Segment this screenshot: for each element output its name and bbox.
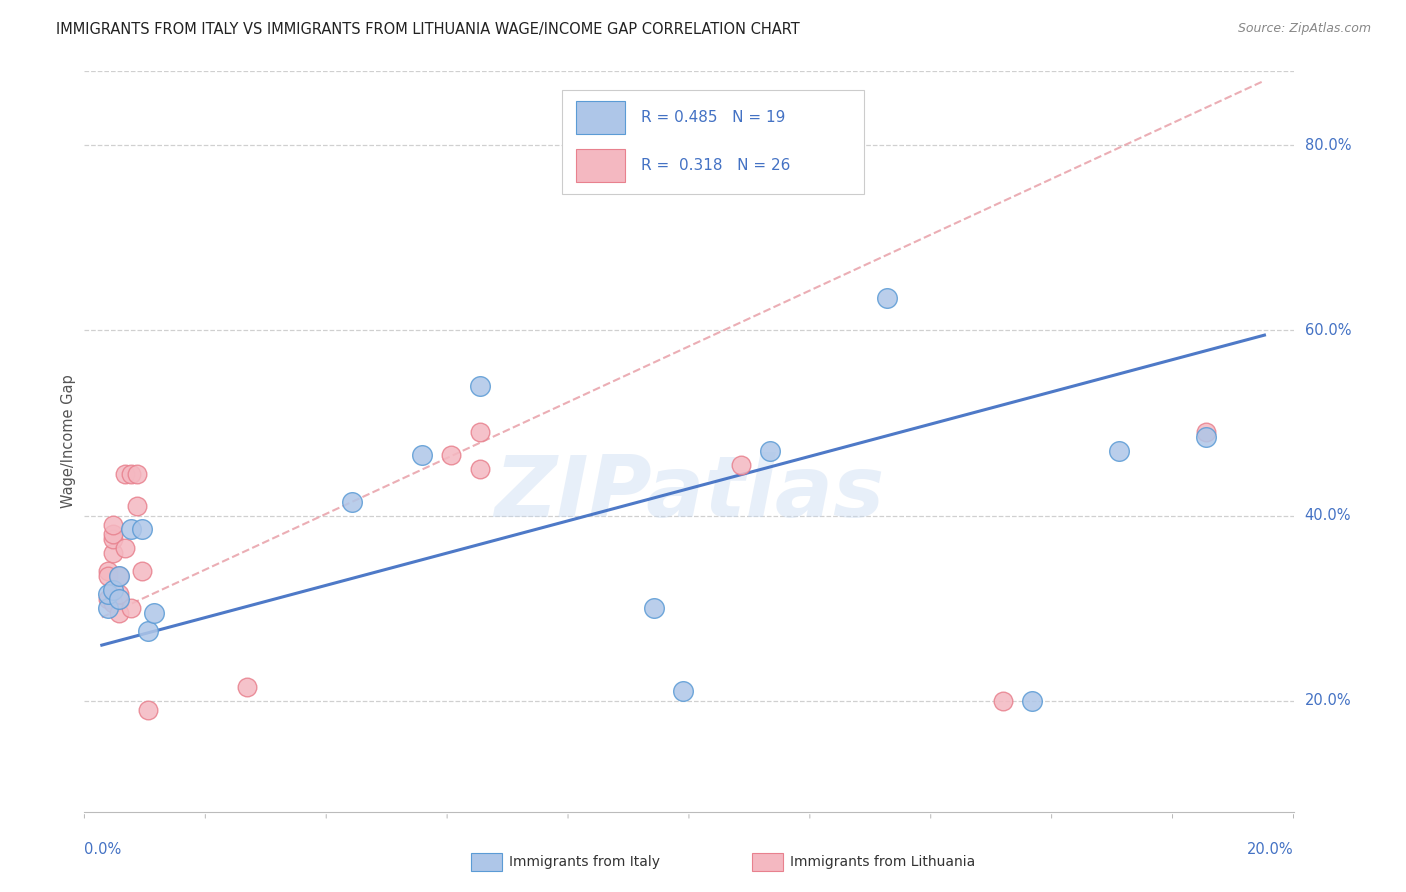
Point xyxy=(103,527,125,541)
Point xyxy=(1108,443,1130,458)
Point xyxy=(143,606,166,620)
Y-axis label: Wage/Income Gap: Wage/Income Gap xyxy=(60,375,76,508)
Point xyxy=(125,500,148,514)
Point xyxy=(1195,425,1218,440)
Point xyxy=(1021,694,1043,708)
Text: R =  0.318   N = 26: R = 0.318 N = 26 xyxy=(641,158,790,173)
FancyBboxPatch shape xyxy=(562,90,865,194)
Text: Source: ZipAtlas.com: Source: ZipAtlas.com xyxy=(1237,22,1371,36)
FancyBboxPatch shape xyxy=(576,149,624,183)
Point xyxy=(411,449,433,463)
Point xyxy=(136,624,159,639)
Point xyxy=(468,425,491,440)
Text: ZIPatlas: ZIPatlas xyxy=(494,452,884,535)
Point xyxy=(876,291,898,305)
Text: 80.0%: 80.0% xyxy=(1305,138,1351,153)
Text: IMMIGRANTS FROM ITALY VS IMMIGRANTS FROM LITHUANIA WAGE/INCOME GAP CORRELATION C: IMMIGRANTS FROM ITALY VS IMMIGRANTS FROM… xyxy=(56,22,800,37)
Point xyxy=(120,601,142,615)
Point xyxy=(103,517,125,532)
Point xyxy=(103,532,125,546)
Point xyxy=(97,568,120,582)
Text: 20.0%: 20.0% xyxy=(1305,693,1351,708)
Point xyxy=(114,467,136,481)
Point xyxy=(672,684,695,698)
Point xyxy=(120,467,142,481)
Point xyxy=(468,462,491,476)
Point xyxy=(108,568,131,582)
Point xyxy=(759,443,782,458)
Text: 40.0%: 40.0% xyxy=(1305,508,1351,523)
Point xyxy=(97,601,120,615)
FancyBboxPatch shape xyxy=(576,101,624,135)
Point xyxy=(131,564,153,578)
Text: Immigrants from Lithuania: Immigrants from Lithuania xyxy=(790,855,976,869)
Text: 60.0%: 60.0% xyxy=(1305,323,1351,338)
Point xyxy=(439,449,461,463)
Point xyxy=(97,591,120,606)
Point xyxy=(643,601,665,615)
Point xyxy=(114,541,136,555)
Point xyxy=(97,564,120,578)
Point xyxy=(103,582,125,597)
Text: 20.0%: 20.0% xyxy=(1247,842,1294,857)
Point xyxy=(108,587,131,601)
Point xyxy=(97,587,120,601)
Text: 0.0%: 0.0% xyxy=(84,842,121,857)
Point xyxy=(136,703,159,717)
Point xyxy=(730,458,752,472)
Text: Immigrants from Italy: Immigrants from Italy xyxy=(509,855,659,869)
Point xyxy=(108,568,131,582)
Point xyxy=(108,591,131,606)
Point xyxy=(125,467,148,481)
Point xyxy=(340,494,363,508)
Point xyxy=(103,597,125,611)
Point xyxy=(236,680,259,694)
Point xyxy=(991,694,1014,708)
Point xyxy=(468,379,491,393)
Point xyxy=(108,606,131,620)
Point xyxy=(103,546,125,560)
Point xyxy=(131,523,153,537)
Point xyxy=(120,523,142,537)
Point xyxy=(1195,430,1218,444)
Text: R = 0.485   N = 19: R = 0.485 N = 19 xyxy=(641,110,785,125)
